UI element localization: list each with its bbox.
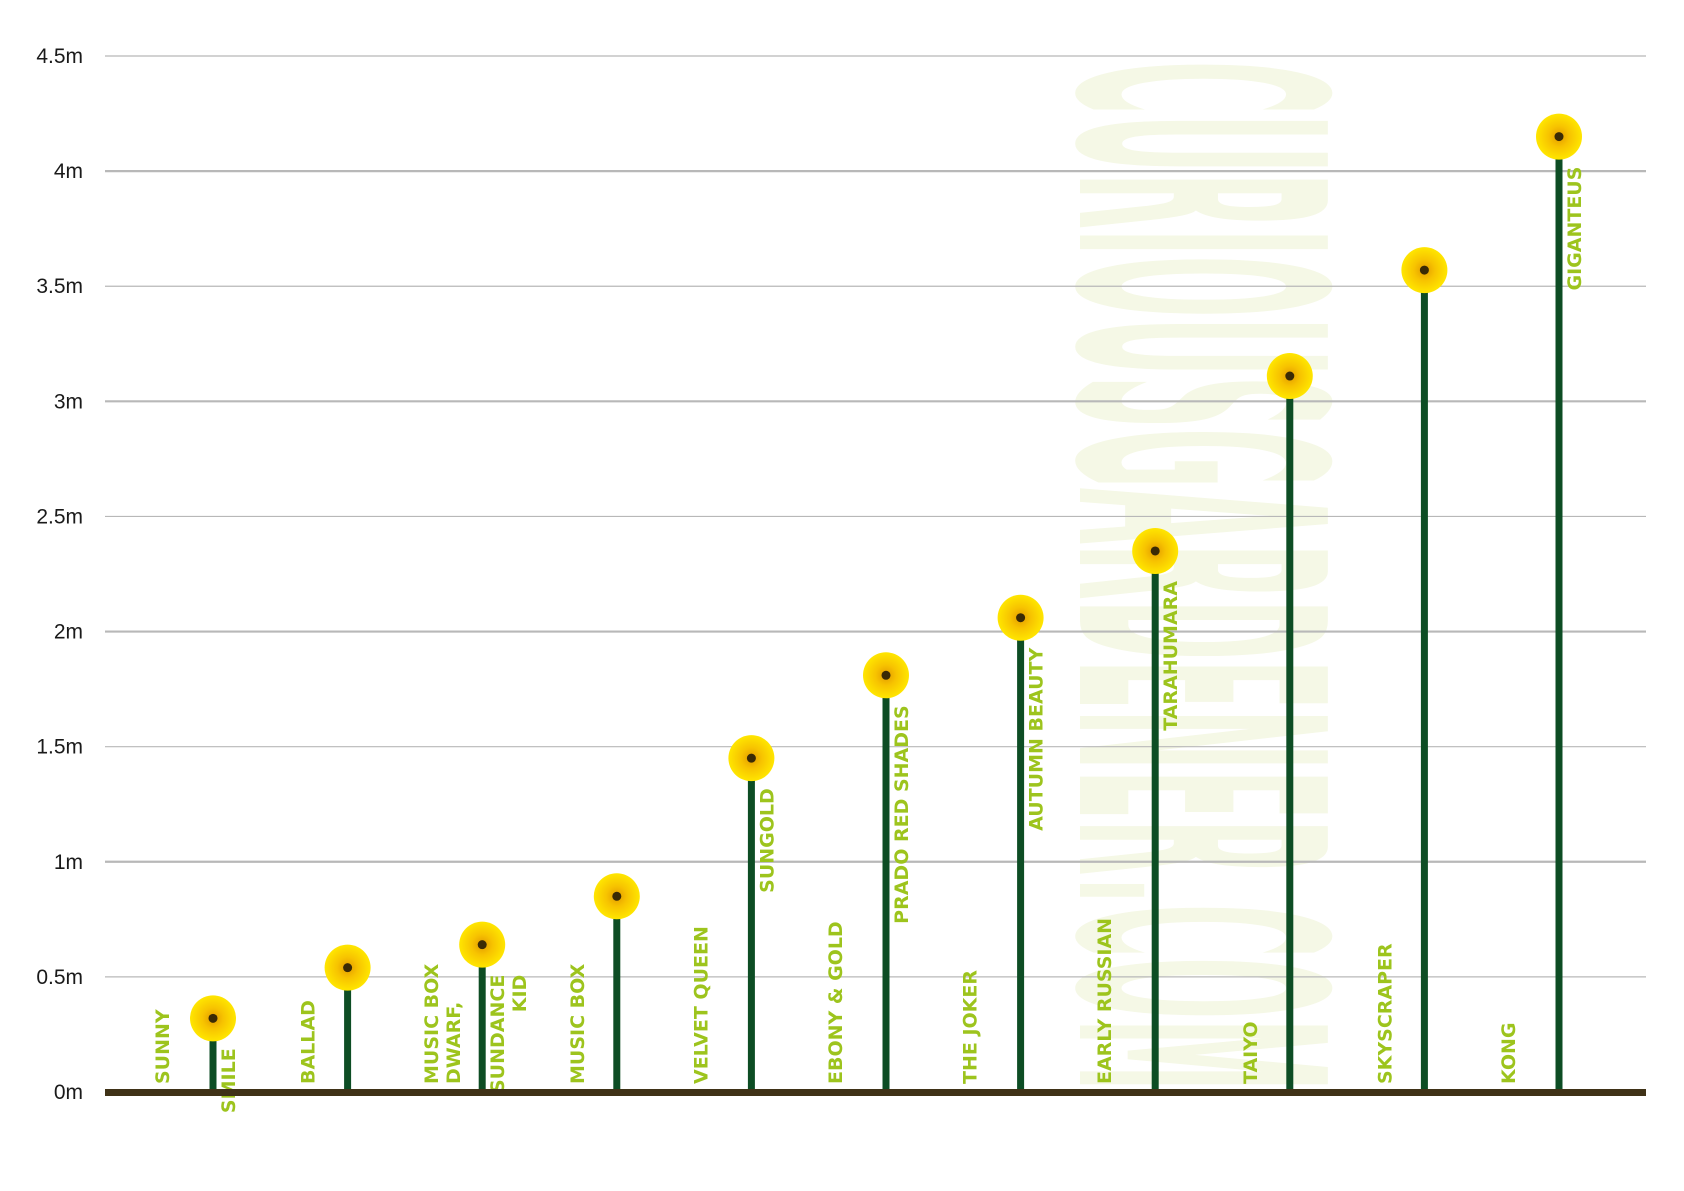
y-axis-ticks: 0m 0.5m 1m 1.5m 2m 2.5m 3m 3.5m 4m 4.5m: [36, 45, 83, 1104]
y-tick-label: 4m: [54, 160, 83, 183]
stem-bar: [1555, 136, 1563, 1093]
stem-bar: [1420, 270, 1428, 1092]
y-tick-label: 0m: [54, 1081, 83, 1104]
category-label: THE JOKER: [960, 970, 982, 1084]
ground-line: [105, 1089, 1646, 1096]
category-label: EBONY & GOLD: [825, 921, 847, 1084]
sunflower-mark: [1536, 113, 1582, 1093]
gridlines: [105, 55, 1646, 978]
y-tick-label: 0.5m: [36, 966, 83, 989]
sunflower-mark: [593, 873, 640, 1092]
category-label: MUSIC BOX: [421, 963, 443, 1084]
watermark-text: CURIOUSGARDENER.COM: [999, 61, 1395, 1091]
stem-bar: [613, 896, 621, 1092]
category-label: SKYSCRAPER: [1374, 943, 1396, 1084]
sunflower-mark: [190, 995, 236, 1092]
category-labels: SUNNY SMILE BALLAD MUSIC BOX DWARF, SUNDANCE K…: [152, 167, 1586, 1114]
category-label: VELVET QUEEN: [690, 926, 712, 1084]
category-label: PRADO RED SHADES: [891, 705, 913, 924]
category-label: DWARF,: [443, 1002, 465, 1084]
sunflower-mark: [997, 594, 1044, 1092]
flower-center: [1016, 613, 1026, 623]
category-label: AUTUMN BEAUTY: [1026, 648, 1048, 831]
sunflower-mark: [728, 735, 775, 1092]
category-label: GIGANTEUS: [1564, 167, 1586, 291]
y-tick-label: 3.5m: [36, 275, 83, 298]
watermark-layer: CURIOUSGARDENER.COM: [999, 61, 1395, 1091]
y-tick-label: 3m: [54, 390, 83, 413]
stem-bar: [344, 967, 352, 1092]
flower-center: [881, 670, 891, 680]
y-tick-label: 4.5m: [36, 45, 83, 68]
stem-bar: [1286, 376, 1294, 1092]
stem-bar: [882, 675, 890, 1092]
stem-bar: [747, 758, 755, 1092]
stem-bar: [209, 1018, 217, 1092]
flower-center: [1285, 371, 1295, 381]
category-label: MUSIC BOX: [567, 963, 589, 1084]
category-label: SUNNY: [152, 1009, 174, 1084]
category-label: SUNDANCE: [487, 975, 509, 1093]
flower-center: [1419, 265, 1429, 275]
plant-marks: [190, 113, 1582, 1093]
ground-bar: [105, 1089, 1646, 1096]
category-label: BALLAD: [298, 1000, 320, 1084]
sunflower-mark: [1401, 247, 1448, 1092]
category-label: EARLY RUSSIAN: [1094, 918, 1116, 1084]
sunflower-mark: [1132, 527, 1179, 1092]
category-label: TAIYO: [1240, 1022, 1262, 1085]
category-label: KID: [509, 975, 531, 1013]
stem-bar: [1017, 617, 1025, 1092]
flower-center: [746, 753, 756, 763]
y-tick-label: 1.5m: [36, 736, 83, 759]
flower-center: [477, 940, 487, 950]
y-tick-label: 1m: [54, 851, 83, 874]
stem-bar: [1151, 550, 1159, 1092]
category-label: TARAHUMARA: [1160, 581, 1182, 731]
flower-center: [1150, 546, 1160, 556]
y-tick-label: 2.5m: [36, 505, 83, 528]
sunflower-mark: [1266, 353, 1313, 1092]
category-label: SMILE: [218, 1048, 240, 1113]
flower-center: [612, 891, 622, 901]
sunflower-mark: [459, 921, 506, 1092]
category-label: SUNGOLD: [756, 788, 778, 893]
flower-center: [343, 963, 353, 973]
flower-center: [208, 1013, 218, 1023]
stem-bar: [478, 944, 486, 1092]
flower-center: [1554, 132, 1564, 142]
sunflower-mark: [863, 652, 909, 1092]
y-tick-label: 2m: [54, 621, 83, 644]
category-label: KONG: [1498, 1022, 1520, 1084]
sunflower-mark: [324, 944, 371, 1092]
